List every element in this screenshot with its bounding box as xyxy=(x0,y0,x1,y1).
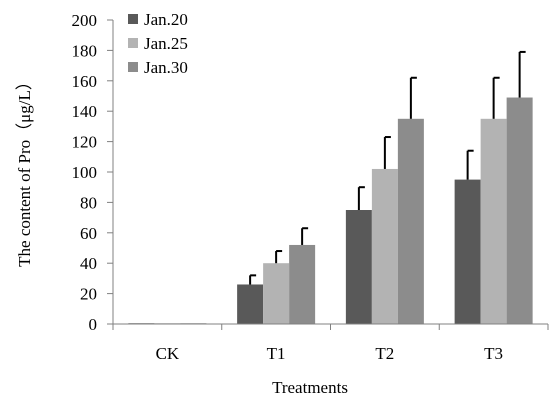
y-tick-labels: 0 20 40 60 80 100 120 140 160 180 200 xyxy=(72,11,98,334)
bar-Jan.20-T1 xyxy=(237,284,264,324)
legend-label-Jan.25: Jan.25 xyxy=(144,34,188,53)
y-tick-label: 60 xyxy=(80,224,97,243)
bar-Jan.25-T2 xyxy=(371,168,398,324)
bar-Jan.30-T1 xyxy=(289,244,316,324)
y-tick-label: 0 xyxy=(89,315,98,334)
y-tick-label: 80 xyxy=(80,193,97,212)
y-tick-label: 20 xyxy=(80,285,97,304)
legend-swatch-Jan.20 xyxy=(128,14,138,24)
x-tick-labels: CK T1 T2 T3 xyxy=(156,344,504,363)
bar-Jan.25-T1 xyxy=(263,263,290,324)
bars-layer xyxy=(128,97,533,325)
x-tick-label-t1: T1 xyxy=(267,344,286,363)
x-tick-label-t3: T3 xyxy=(484,344,503,363)
y-tick-label: 200 xyxy=(72,11,98,30)
bar-Jan.25-T3 xyxy=(480,118,507,324)
bar-Jan.30-T3 xyxy=(506,97,533,325)
error-bars-layer xyxy=(249,50,526,285)
bar-Jan.20-T2 xyxy=(345,210,372,324)
y-axis-title: The content of Pro（μg/L） xyxy=(15,73,34,267)
axes-layer xyxy=(107,19,549,330)
legend-swatch-Jan.30 xyxy=(128,62,138,72)
legend-label-Jan.20: Jan.20 xyxy=(144,10,188,29)
y-tick-label: 40 xyxy=(80,254,97,273)
x-axis-title: Treatments xyxy=(272,378,348,397)
y-tick-label: 180 xyxy=(72,41,98,60)
y-tick-label: 160 xyxy=(72,72,98,91)
legend-label-Jan.30: Jan.30 xyxy=(144,58,188,77)
y-tick-label: 100 xyxy=(72,163,98,182)
legend-swatch-Jan.25 xyxy=(128,38,138,48)
bar-Jan.30-T2 xyxy=(397,118,424,324)
legend: Jan.20 Jan.25 Jan.30 xyxy=(128,10,188,77)
bar-Jan.20-T3 xyxy=(454,179,481,324)
y-tick-label: 140 xyxy=(72,102,98,121)
x-tick-label-ck: CK xyxy=(156,344,180,363)
x-tick-label-t2: T2 xyxy=(375,344,394,363)
y-tick-label: 120 xyxy=(72,133,98,152)
